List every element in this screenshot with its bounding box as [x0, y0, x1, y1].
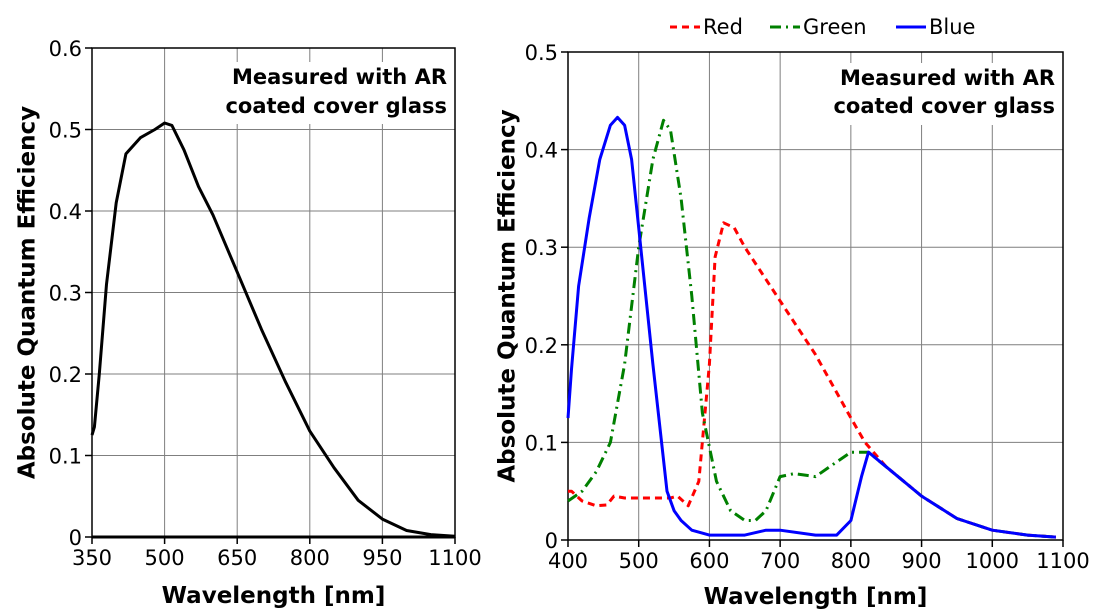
chart-left: 350 500 650 800 950 1100 0 0.1 0.2 0.3 0.4 0.5 0.6 Wa…	[15, 37, 482, 609]
x-tick-label: 800	[290, 546, 330, 570]
annotation-line: coated cover glass	[833, 94, 1055, 118]
y-tick-label: 0.2	[525, 334, 558, 358]
x-tick-label: 1100	[1036, 549, 1089, 573]
legend-label-green: Green	[803, 15, 867, 39]
y-tick-label: 0.3	[525, 236, 558, 260]
annotation-background	[815, 63, 1057, 125]
y-tick-label: 0	[69, 526, 82, 550]
y-tick-label: 0.1	[49, 445, 82, 469]
x-tick-label: 1000	[966, 549, 1019, 573]
x-tick-label: 800	[831, 549, 871, 573]
x-tick-label: 350	[72, 546, 112, 570]
y-tick-label: 0.4	[49, 200, 82, 224]
y-tick-label: 0.4	[525, 139, 558, 163]
y-tick-label: 0.5	[49, 119, 82, 143]
y-tick-label: 0.2	[49, 363, 82, 387]
y-tick-label: 0	[545, 529, 558, 553]
annotation-background	[207, 62, 449, 124]
x-tick-label: 1100	[428, 546, 481, 570]
series-line-blue	[566, 115, 1057, 539]
x-tick-label: 900	[902, 549, 942, 573]
plot-frame	[567, 51, 1064, 541]
x-tick-label: 950	[362, 546, 402, 570]
series-line-red	[568, 221, 1057, 539]
series-line-green	[567, 118, 1057, 539]
x-axis-title: Wavelength [nm]	[704, 584, 928, 610]
x-tick-label: 500	[619, 549, 659, 573]
x-axis-title: Wavelength [nm]	[162, 583, 386, 609]
annotation-line: coated cover glass	[225, 94, 447, 118]
legend-label-red: Red	[703, 15, 743, 39]
x-tick-label: 500	[145, 546, 185, 570]
y-tick-label: 0.5	[525, 41, 558, 65]
x-tick-label: 400	[548, 549, 588, 573]
x-tick-label: 650	[217, 546, 257, 570]
annotation-line: Measured with AR	[840, 66, 1055, 90]
y-tick-label: 0.6	[49, 37, 82, 61]
y-axis-title: Absolute Quantum Efficiency	[495, 109, 521, 482]
x-tick-label: 700	[760, 549, 800, 573]
legend-label-blue: Blue	[929, 15, 975, 39]
annotation-line: Measured with AR	[232, 65, 447, 89]
x-tick-label: 600	[689, 549, 729, 573]
chart-right: 400 500 600 700 800 900 1000 1100 0 0.1 0.2 0.3 0.4 0…	[495, 15, 1090, 610]
y-tick-label: 0.1	[525, 431, 558, 455]
y-tick-label: 0.3	[49, 282, 82, 306]
series-line-main	[90, 121, 456, 538]
y-axis-title: Absolute Quantum Efficiency	[15, 106, 41, 479]
